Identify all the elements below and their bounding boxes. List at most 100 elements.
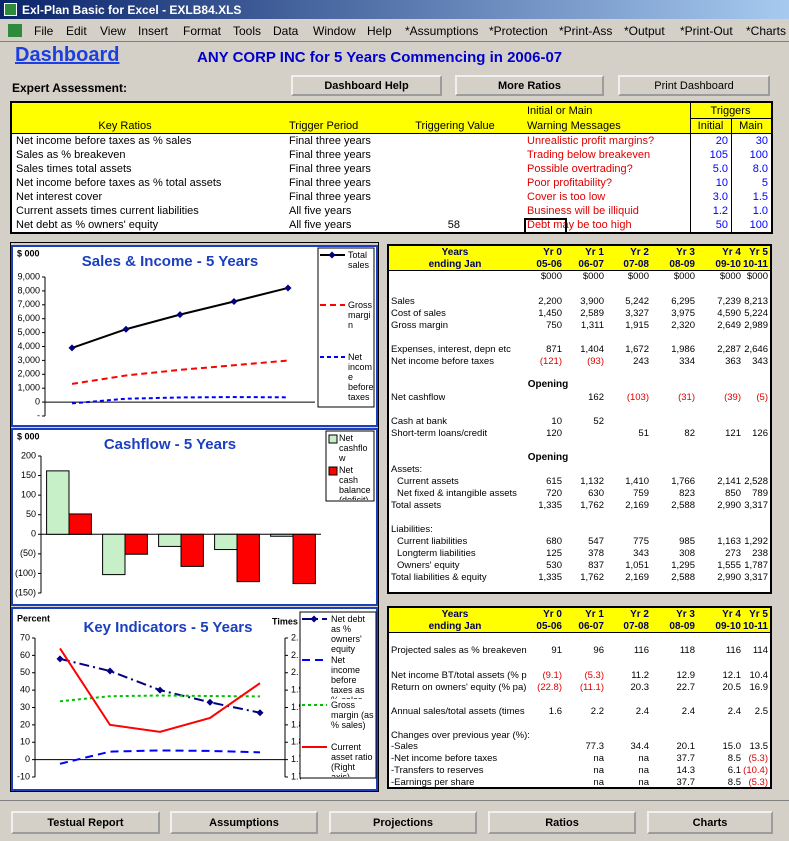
y-tick-label: 2,000 bbox=[17, 369, 40, 379]
triggers-divider bbox=[690, 103, 691, 232]
y2-tick-label: 2. bbox=[291, 632, 299, 642]
cell: (31) bbox=[678, 392, 695, 403]
menu-item[interactable]: *Output bbox=[624, 24, 665, 38]
y-tick-label: 1,000 bbox=[17, 383, 40, 393]
table-frame bbox=[387, 244, 772, 594]
cell: 2,320 bbox=[671, 320, 695, 331]
cell: 789 bbox=[752, 488, 768, 499]
menu-item[interactable]: *Assumptions bbox=[405, 24, 479, 38]
marker bbox=[68, 344, 76, 352]
legend bbox=[299, 611, 377, 779]
menu-item[interactable]: Tools bbox=[233, 24, 262, 38]
table-header bbox=[389, 246, 770, 271]
series-line bbox=[71, 359, 289, 385]
legend-label: Gross margin (as % sales) bbox=[331, 700, 374, 730]
menu-item[interactable]: Edit bbox=[66, 24, 87, 38]
menu-item[interactable]: Window bbox=[313, 24, 356, 38]
column-header: 06-07 bbox=[578, 621, 604, 632]
cell: 10 bbox=[551, 416, 562, 427]
cell: $000 bbox=[582, 271, 604, 282]
cell: 1,051 bbox=[625, 560, 649, 571]
menu-item[interactable]: *Print-Ass bbox=[559, 24, 613, 38]
menu-item[interactable]: Data bbox=[273, 24, 299, 38]
menu-item[interactable]: Insert bbox=[138, 24, 169, 38]
ratio-value: 58 bbox=[447, 219, 460, 231]
series-line bbox=[59, 647, 261, 733]
y-tick-label: 70 bbox=[20, 632, 30, 642]
menu-item[interactable]: Format bbox=[183, 24, 222, 38]
row-label: Owners' equity bbox=[397, 560, 460, 571]
column-header: Yr 5 bbox=[749, 609, 768, 620]
footer-button[interactable]: Charts bbox=[647, 811, 773, 834]
column-header: 09-10 bbox=[715, 259, 741, 270]
column-header: Yr 0 bbox=[543, 247, 562, 258]
column-header: Yr 1 bbox=[585, 609, 604, 620]
cell: 1,335 bbox=[538, 500, 562, 511]
ratio-main: 8.0 bbox=[752, 163, 768, 175]
y-tick-label: 60 bbox=[20, 650, 30, 660]
bar bbox=[68, 513, 92, 535]
column-header: Yr 5 bbox=[749, 247, 768, 258]
selected-cell bbox=[524, 218, 567, 234]
menu-item[interactable]: File bbox=[34, 24, 54, 38]
cell: 34.4 bbox=[630, 741, 650, 752]
header-button[interactable]: Print Dashboard bbox=[618, 75, 770, 96]
cell: 116 bbox=[725, 645, 741, 656]
y2-tick-label: 1.9 bbox=[291, 702, 304, 712]
column-header: Yr 2 bbox=[630, 247, 649, 258]
cell: 823 bbox=[679, 488, 695, 499]
legend-label: Net income before taxes as % sales bbox=[331, 655, 365, 699]
cell: 1,410 bbox=[625, 476, 649, 487]
menu-item[interactable]: *Charts bbox=[746, 24, 787, 38]
header-button[interactable]: Dashboard Help bbox=[291, 75, 442, 96]
y-tick-label: 50 bbox=[20, 667, 30, 677]
cell: (93) bbox=[587, 356, 604, 367]
chart-title: Cashflow - 5 Years bbox=[104, 436, 236, 453]
column-header: Yr 3 bbox=[676, 247, 695, 258]
bar bbox=[180, 533, 204, 567]
cell: 2.5 bbox=[754, 706, 768, 717]
header-label: Years bbox=[441, 609, 469, 620]
column-header: Initial bbox=[697, 120, 724, 132]
cell: 3,317 bbox=[744, 500, 768, 511]
cell: $000 bbox=[673, 271, 695, 282]
chart-title: Sales & Income - 5 Years bbox=[82, 253, 259, 270]
legend-label: Net debt as % owners' equity bbox=[331, 614, 366, 654]
header-label: ending Jan bbox=[428, 259, 482, 270]
cell: 116 bbox=[633, 645, 649, 656]
bar bbox=[46, 470, 70, 535]
ratio-label: Net income before taxes as % sales bbox=[16, 135, 192, 147]
menu-item[interactable]: *Print-Out bbox=[680, 24, 733, 38]
footer-button[interactable]: Assumptions bbox=[170, 811, 318, 834]
row-label: Longterm liabilities bbox=[397, 548, 476, 559]
ratio-main: 5 bbox=[761, 177, 768, 189]
row-label: -Sales bbox=[391, 741, 418, 752]
ratio-warning: Unrealistic profit margins? bbox=[527, 135, 655, 147]
marker bbox=[176, 311, 184, 319]
ratio-period: All five years bbox=[289, 205, 352, 217]
ratio-main: 30 bbox=[755, 135, 768, 147]
cell: 5,224 bbox=[744, 308, 768, 319]
cell: 759 bbox=[633, 488, 649, 499]
cell: 20.1 bbox=[676, 741, 696, 752]
menu-item[interactable]: View bbox=[100, 24, 126, 38]
footer-button[interactable]: Ratios bbox=[488, 811, 636, 834]
row-label: Net cashflow bbox=[391, 392, 446, 403]
cell: 162 bbox=[588, 392, 604, 403]
cell: 14.3 bbox=[676, 765, 696, 776]
header-button[interactable]: More Ratios bbox=[455, 75, 604, 96]
column-header: 06-07 bbox=[578, 259, 604, 270]
y-tick-label: (50) bbox=[20, 548, 36, 558]
ratio-label: Current assets times current liabilities bbox=[16, 205, 199, 217]
cell: 680 bbox=[546, 536, 562, 547]
menu-item[interactable]: *Protection bbox=[489, 24, 548, 38]
y-tick-label: 100 bbox=[21, 490, 36, 500]
footer-button[interactable]: Projections bbox=[329, 811, 477, 834]
cell: 2,649 bbox=[717, 320, 741, 331]
row-label: -Earnings per share bbox=[391, 777, 475, 788]
y-tick-label: 6,000 bbox=[17, 313, 40, 323]
marker bbox=[256, 709, 264, 717]
footer-button[interactable]: Testual Report bbox=[11, 811, 160, 834]
menu-item[interactable]: Help bbox=[367, 24, 392, 38]
